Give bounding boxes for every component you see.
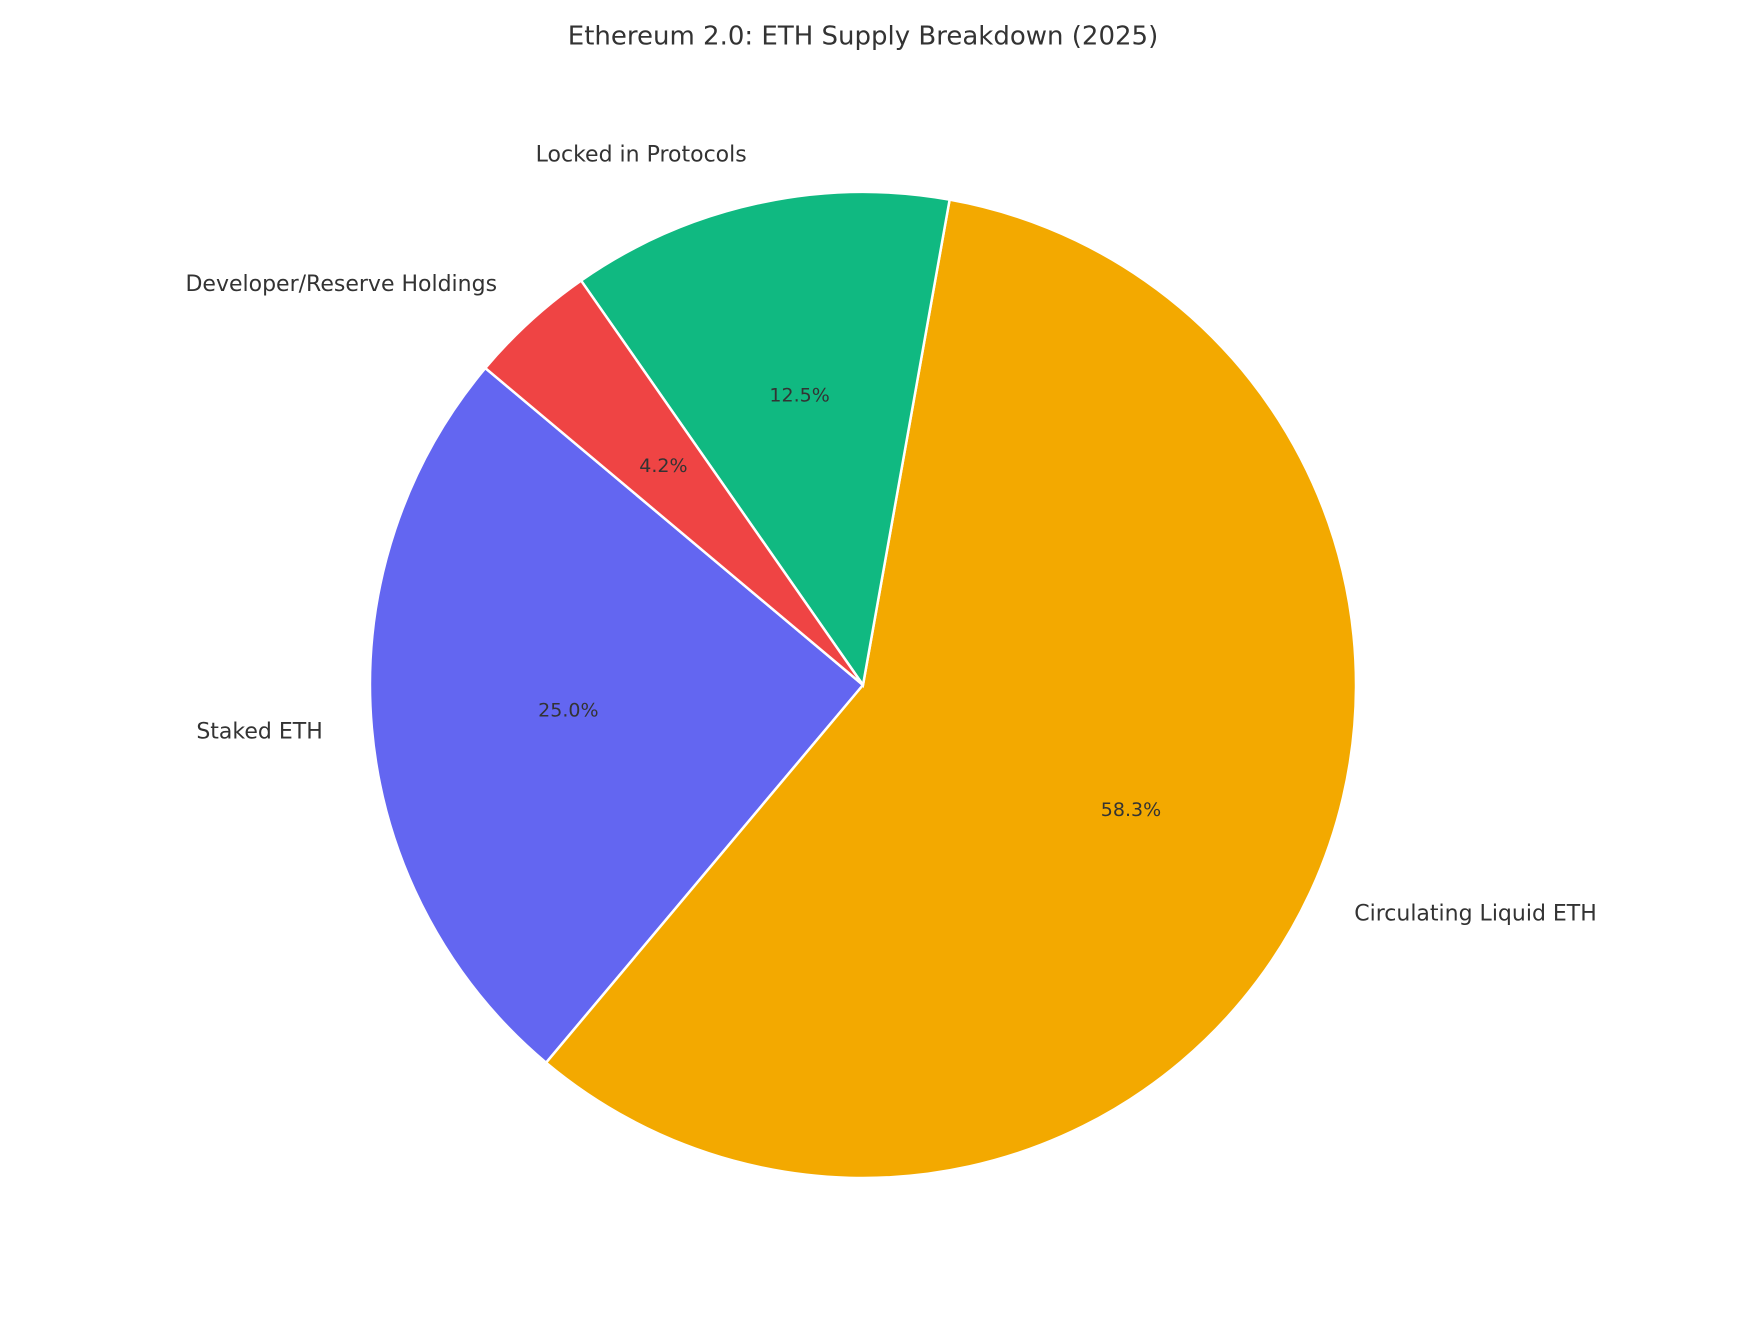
slice-label: Developer/Reserve Holdings [185, 272, 497, 297]
pie-slice [544, 198, 1358, 1180]
slice-label: Locked in Protocols [536, 142, 747, 167]
slice-label: Staked ETH [196, 719, 322, 744]
slice-label: Circulating Liquid ETH [1354, 902, 1597, 927]
value-label: 12.5% [769, 385, 829, 407]
value-label: 4.2% [639, 455, 687, 477]
value-label: 25.0% [538, 699, 598, 721]
chart-title: Ethereum 2.0: ETH Supply Breakdown (2025… [568, 22, 1158, 52]
pie-slice [368, 366, 865, 1065]
value-label: 58.3% [1101, 799, 1161, 821]
pie-slice [483, 278, 865, 686]
pie-slice [579, 190, 952, 689]
